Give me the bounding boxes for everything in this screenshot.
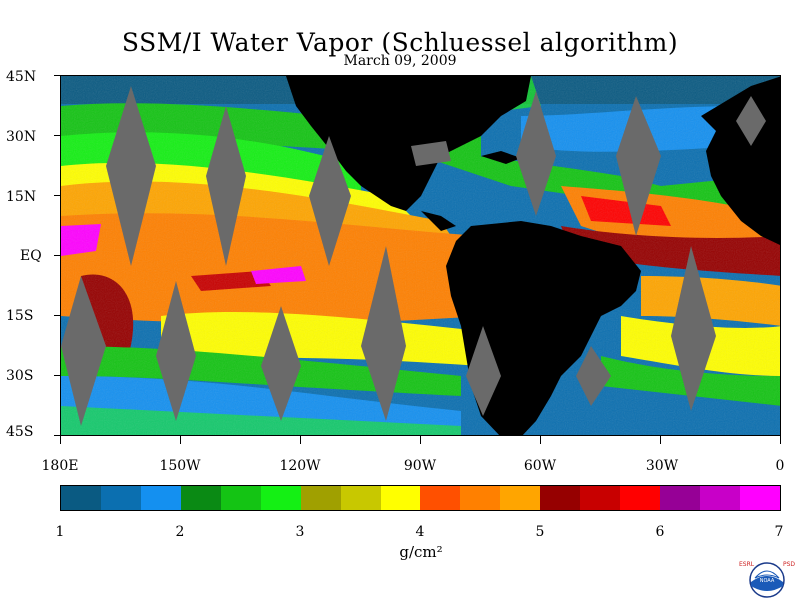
water-vapor-map — [60, 75, 781, 436]
colorbar-swatch — [700, 486, 740, 510]
lat-tick — [54, 135, 60, 136]
colorbar-swatch — [660, 486, 700, 510]
colorbar-label-3: 3 — [295, 524, 305, 540]
lon-tick — [540, 436, 541, 444]
lat-tick — [54, 255, 60, 256]
map-date: March 09, 2009 — [343, 53, 457, 69]
colorbar-swatch — [500, 486, 541, 510]
colorbar-swatch — [420, 486, 461, 510]
lon-label-150w: 150W — [159, 458, 201, 474]
colorbar-label-1: 1 — [55, 524, 65, 540]
lon-label-30w: 30W — [645, 458, 679, 474]
lat-tick — [54, 75, 60, 76]
colorbar — [60, 485, 781, 511]
lon-label-60w: 60W — [523, 458, 557, 474]
colorbar-swatch — [220, 486, 261, 510]
colorbar-swatch — [340, 486, 381, 510]
lat-tick — [54, 315, 60, 316]
colorbar-unit: g/cm² — [399, 543, 443, 561]
lat-tick — [54, 375, 60, 376]
lon-tick — [60, 436, 61, 444]
lon-tick — [660, 436, 661, 444]
colorbar-label-2: 2 — [175, 524, 185, 540]
lon-label-180e: 180E — [41, 458, 79, 474]
lat-label-30s: 30S — [6, 368, 34, 384]
lon-label-0: 0 — [775, 458, 785, 474]
lon-label-90w: 90W — [403, 458, 437, 474]
colorbar-swatch — [61, 486, 101, 510]
colorbar-swatch — [540, 486, 581, 510]
colorbar-swatch — [380, 486, 421, 510]
lat-tick — [54, 435, 60, 436]
noaa-logo: ESRL NOAA PSD — [735, 556, 799, 600]
lat-label-15n: 15N — [6, 189, 37, 205]
colorbar-label-6: 6 — [655, 524, 665, 540]
logo-right-text: PSD — [783, 561, 795, 568]
colorbar-label-4: 4 — [415, 524, 425, 540]
colorbar-swatch — [620, 486, 661, 510]
colorbar-swatch — [580, 486, 621, 510]
lon-tick — [420, 436, 421, 444]
logo-left-text: ESRL — [739, 561, 755, 568]
colorbar-swatch — [140, 486, 181, 510]
lon-tick — [300, 436, 301, 444]
lon-tick — [180, 436, 181, 444]
lat-tick — [54, 195, 60, 196]
colorbar-swatch — [460, 486, 501, 510]
lon-label-120w: 120W — [279, 458, 321, 474]
colorbar-swatch — [739, 486, 780, 510]
colorbar-swatch — [180, 486, 221, 510]
lat-label-45s: 45S — [6, 424, 34, 440]
lat-label-15s: 15S — [6, 308, 34, 324]
colorbar-swatch — [300, 486, 341, 510]
colorbar-swatch — [260, 486, 301, 510]
logo-center-text: NOAA — [760, 578, 775, 584]
lat-label-30n: 30N — [6, 129, 37, 145]
colorbar-label-5: 5 — [535, 524, 545, 540]
map-image — [61, 76, 780, 435]
lon-tick — [780, 436, 781, 444]
lat-label-45n: 45N — [6, 69, 37, 85]
map-title: SSM/I Water Vapor (Schluessel algorithm) — [121, 28, 679, 57]
colorbar-swatch — [100, 486, 141, 510]
lat-label-eq: EQ — [20, 248, 42, 264]
colorbar-label-7: 7 — [774, 524, 784, 540]
